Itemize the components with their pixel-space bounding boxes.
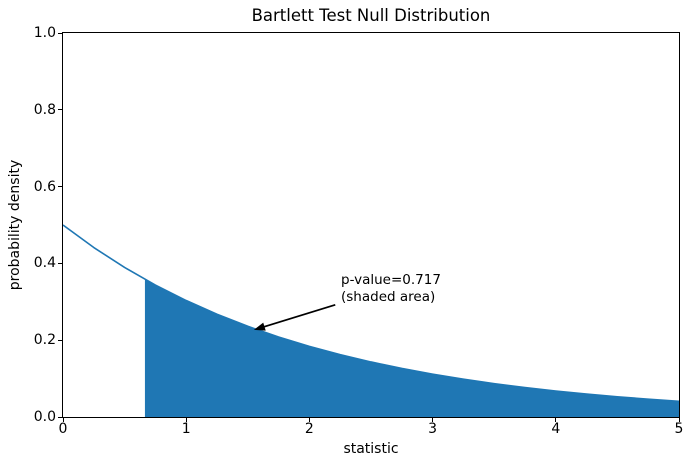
y-tick-label: 1.0 [33, 25, 56, 41]
x-tick-mark [555, 418, 557, 422]
plot-svg [63, 224, 679, 417]
x-tick-mark [432, 418, 434, 422]
y-tick-label: 0.4 [33, 255, 56, 272]
density-curve [63, 224, 679, 403]
x-tick-label: 1 [181, 421, 191, 437]
y-tick-mark [58, 186, 62, 188]
x-tick-label: 4 [551, 421, 561, 437]
shaded-area [144, 279, 679, 417]
x-tick-label: 3 [428, 421, 438, 437]
annotation-arrowhead [253, 322, 266, 331]
x-tick-label: 5 [674, 421, 684, 437]
x-tick-mark [62, 418, 64, 422]
plot-area [62, 32, 680, 418]
y-tick-label: 0.2 [33, 332, 56, 349]
y-tick-label: 0.6 [33, 178, 56, 195]
y-tick-mark [58, 109, 62, 111]
x-tick-mark [678, 418, 680, 422]
y-tick-mark [58, 339, 62, 341]
p-value-annotation: p-value=0.717 (shaded area) [341, 272, 441, 305]
y-tick-mark [58, 262, 62, 264]
y-tick-label: 0.8 [33, 101, 56, 118]
y-tick-mark [58, 416, 62, 418]
x-tick-mark [185, 418, 187, 422]
x-tick-label: 2 [304, 421, 314, 437]
y-tick-mark [58, 32, 62, 34]
chart-title: Bartlett Test Null Distribution [251, 6, 491, 25]
y-tick-label: 0.0 [33, 409, 56, 425]
x-tick-label: 0 [58, 421, 68, 437]
x-axis-label: statistic [343, 441, 399, 457]
annotation-arrow [263, 304, 336, 328]
x-tick-mark [308, 418, 310, 422]
